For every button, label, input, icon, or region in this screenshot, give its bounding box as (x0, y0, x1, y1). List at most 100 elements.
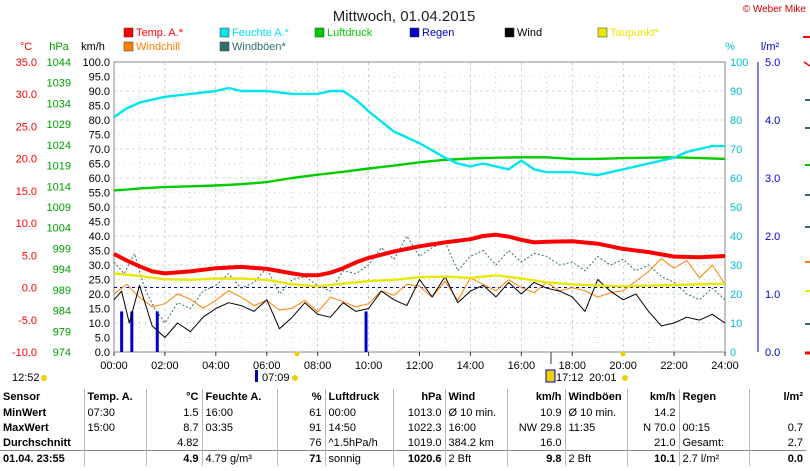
humidity-tick-label: 10 (730, 318, 742, 330)
legend: Temp. A.* Feuchte A.* Luftdruck Regen Wind Ta… (123, 27, 660, 53)
pressure-tick-label: 999 (53, 243, 71, 255)
stats-cell: N 70.0 (626, 420, 679, 435)
stats-header-row: Sensor Temp. A. °C Feuchte A. % Luftdruc… (0, 389, 806, 405)
legend-label: Windböen* (232, 41, 287, 53)
humidity-tick-label: 90 (730, 86, 742, 98)
humidity-tick-label: 60 (730, 173, 742, 185)
stats-cell: 384.2 km (444, 435, 507, 451)
temp-tick-label: 35.0 (16, 57, 37, 69)
x-tick-label: 00:00 (100, 360, 128, 372)
stats-header: Wind (444, 389, 507, 405)
x-tick-label: 20:00 (609, 360, 637, 372)
pressure-tick-label: 1029 (47, 119, 71, 131)
stats-row-current: 01.04. 23:55 4.9 4.79 g/m³ 71 sonnig 102… (0, 450, 806, 466)
legend-label: Temp. A.* (136, 27, 184, 39)
temp-tick-label: 5.0 (22, 250, 37, 262)
stats-cell: 10.1 (626, 450, 679, 466)
legend-label: Luftdruck (327, 27, 373, 39)
temp-unit-label: °C (20, 41, 32, 53)
sun-icon (41, 375, 47, 381)
stats-cell: ^1.5hPa/h (324, 435, 393, 451)
wind-tick-label: 30.0 (89, 260, 110, 272)
pressure-unit-label: hPa (49, 41, 69, 53)
stats-cell: 2.7 (748, 435, 806, 451)
pressure-tick-label: 984 (53, 306, 71, 318)
stats-cell: 0.7 (748, 420, 806, 435)
stats-row-avg: Durchschnitt 4.82 76 ^1.5hPa/h 1019.0 38… (0, 435, 806, 451)
rain-tick-label: 2.0 (765, 231, 780, 243)
stats-cell: 1.5 (145, 405, 202, 420)
stats-header: °C (145, 389, 202, 405)
data-series (113, 86, 726, 352)
stats-cell (748, 405, 806, 420)
stats-cell: 76 (276, 435, 325, 451)
series-line-windchill (113, 258, 726, 313)
stats-header: % (276, 389, 325, 405)
legend-swatch (409, 27, 420, 38)
stats-cell: 01.04. 23:55 (0, 450, 84, 466)
stats-cell: MinWert (3, 406, 47, 419)
temp-tick-label: 25.0 (16, 121, 37, 133)
rain-tick-label: 1.0 (765, 289, 780, 301)
pressure-tick-label: 994 (53, 264, 71, 276)
wind-tick-label: 90.0 (89, 86, 110, 98)
copyright-note: © Weber Mike (743, 4, 807, 15)
rain-bar (364, 311, 368, 352)
humidity-tick-label: 30 (730, 260, 742, 272)
stats-cell: 91 (276, 420, 325, 435)
legend-label: Windchill (136, 41, 180, 53)
stats-cell (564, 435, 627, 451)
temp-tick-label: -5.0 (18, 315, 37, 327)
stats-cell: sonnig (324, 450, 393, 466)
pressure-tick-label: 979 (53, 326, 71, 338)
rain-tick-label: 3.0 (765, 173, 780, 185)
stats-table: Sensor Temp. A. °C Feuchte A. % Luftdruc… (0, 389, 810, 471)
wind-tick-label: 35.0 (89, 246, 110, 258)
series-line-feuchte-a (113, 86, 725, 177)
stats-cell: 1013.0 (392, 405, 445, 420)
series-line-luftdruck (113, 156, 726, 192)
series-line-wind (113, 276, 726, 338)
legend-swatch (123, 27, 134, 38)
stats-header: Sensor (3, 391, 41, 403)
temp-tick-label: 10.0 (16, 218, 37, 230)
temp-tick-label: 15.0 (16, 186, 37, 198)
series-line-taupunkt (113, 272, 726, 288)
wind-tick-label: 40.0 (89, 231, 110, 243)
wind-tick-label: 100.0 (82, 57, 110, 69)
stats-header: Regen (678, 389, 749, 405)
stats-cell: 07:30 (83, 405, 146, 420)
marker-time-1712: 17:12 (556, 372, 584, 384)
stats-cell: 2.7 l/m² (678, 450, 749, 466)
stats-cell: Ø 10 min. (564, 405, 627, 420)
humidity-tick-label: 100 (730, 57, 748, 69)
stats-cell: 16:00 (444, 420, 507, 435)
stats-cell: 15:00 (83, 420, 146, 435)
wind-tick-label: 55.0 (89, 188, 110, 200)
stats-cell: Gesamt: (678, 435, 749, 451)
x-markers: 12:52 07:09 17:12 20:01 (12, 351, 628, 384)
wind-tick-label: 60.0 (89, 173, 110, 185)
humidity-tick-label: 50 (730, 202, 742, 214)
stats-cell: 16.0 (506, 435, 565, 451)
wind-tick-label: 80.0 (89, 115, 110, 127)
wind-tick-label: 85.0 (89, 101, 110, 113)
stats-cell (201, 435, 277, 451)
pressure-tick-label: 1014 (47, 181, 71, 193)
wind-tick-label: 20.0 (89, 289, 110, 301)
humidity-tick-label: 40 (730, 231, 742, 243)
stats-cell: 61 (276, 405, 325, 420)
stats-cell: 1020.6 (392, 450, 445, 466)
x-tick-label: 06:00 (253, 360, 281, 372)
rain-bar (155, 311, 159, 352)
pressure-tick-label: 1004 (47, 223, 71, 235)
series-line-windb-en (113, 235, 726, 324)
pressure-tick-label: 1034 (47, 98, 71, 110)
sunset-marker (545, 369, 556, 383)
humidity-tick-label: 0 (730, 347, 736, 359)
stats-header: Feuchte A. (201, 389, 277, 405)
weather-chart: Mittwoch, 01.04.2015 © Weber Mike Temp. … (12, 4, 810, 384)
right-edge-fragments (803, 36, 810, 355)
pressure-tick-label: 1039 (47, 78, 71, 90)
chart-title: Mittwoch, 01.04.2015 (333, 8, 476, 25)
